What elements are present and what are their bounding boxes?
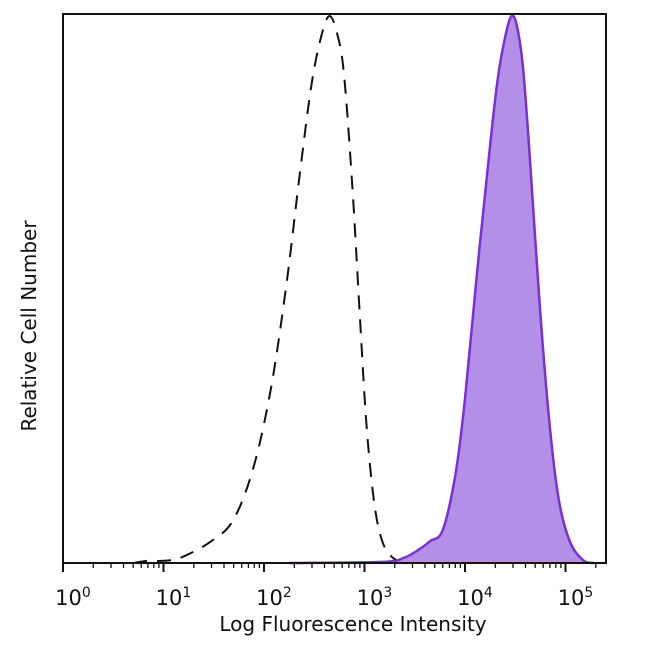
x-tick-label: 100	[55, 585, 91, 610]
x-tick-label: 101	[156, 585, 192, 610]
series-1-line	[133, 15, 405, 564]
x-tick-label: 105	[558, 585, 594, 610]
series-2-line	[289, 14, 594, 565]
x-axis-title: Log Fluorescence Intensity	[219, 612, 486, 636]
x-tick-label: 104	[457, 585, 493, 610]
series-2-area	[289, 15, 594, 563]
x-tick-label: 102	[256, 585, 292, 610]
x-tick-label: 103	[357, 585, 393, 610]
y-axis-title: Relative Cell Number	[17, 220, 41, 432]
series-layer	[133, 14, 594, 565]
x-axis-ticks: 100 101 102 103 104 105	[55, 563, 597, 610]
